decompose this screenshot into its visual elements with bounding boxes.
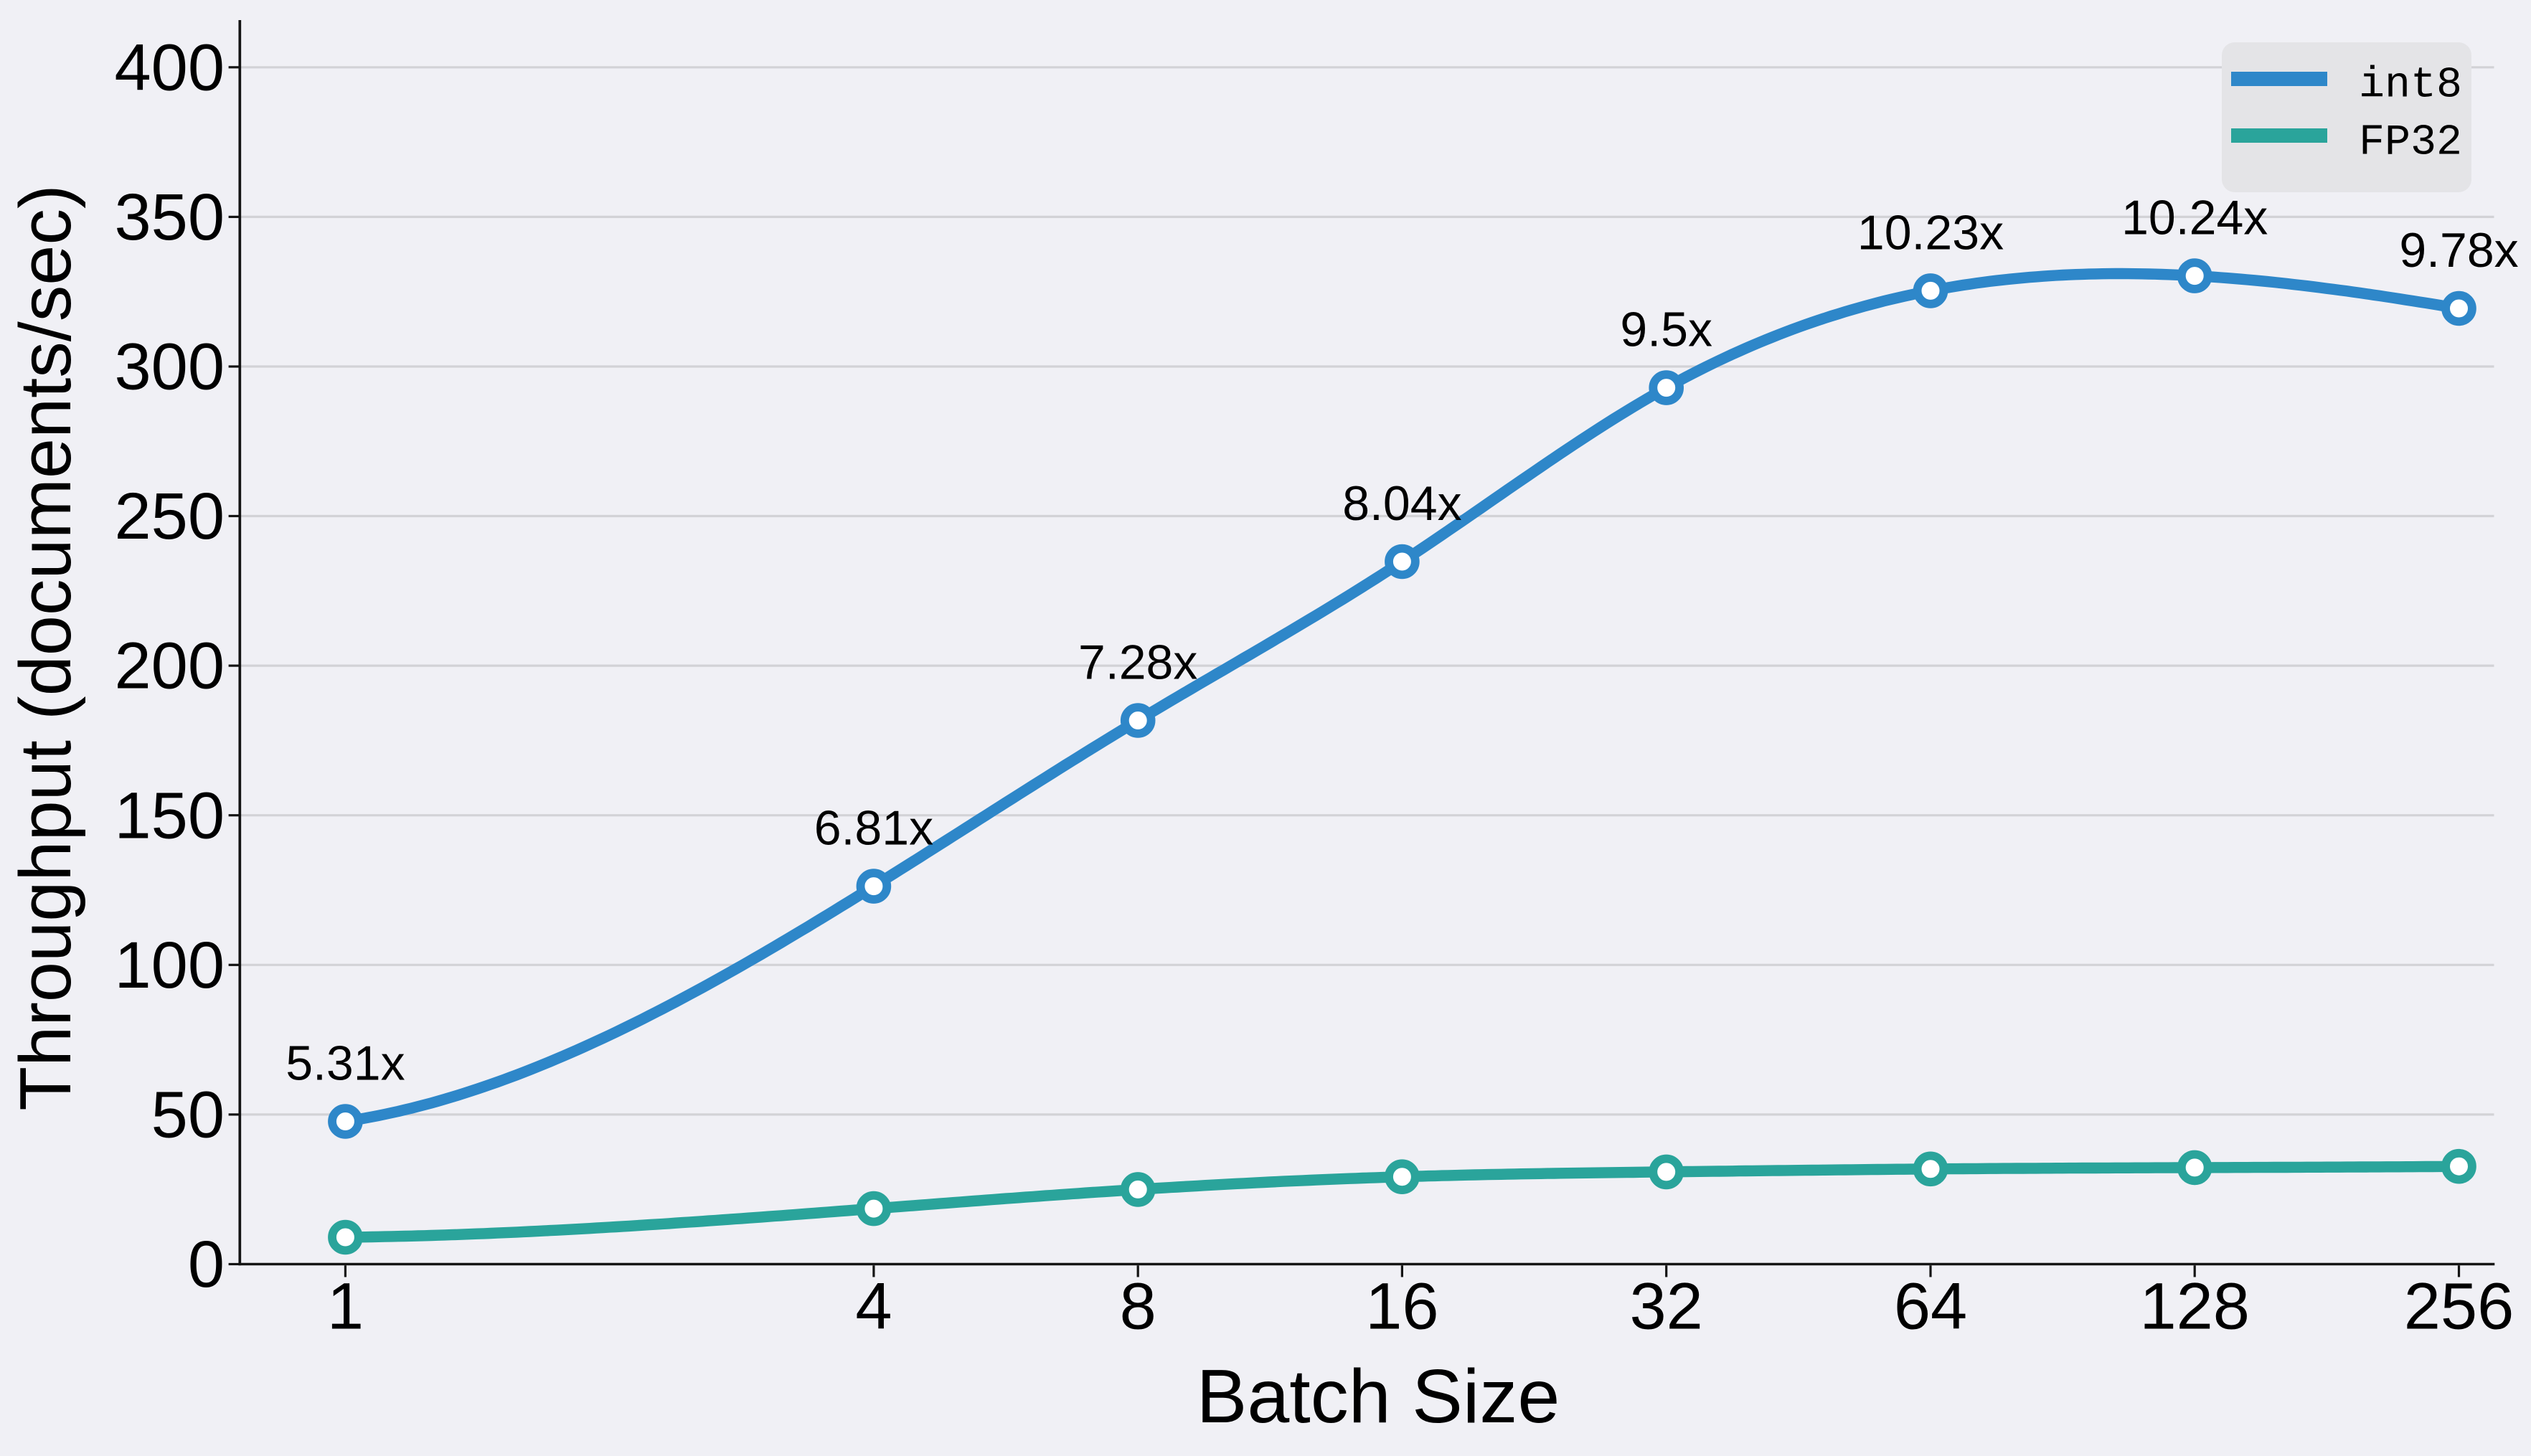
- svg-text:16: 16: [1365, 1270, 1438, 1343]
- svg-text:300: 300: [115, 331, 225, 404]
- svg-text:FP32: FP32: [2359, 119, 2462, 168]
- svg-text:9.78x: 9.78x: [2399, 223, 2518, 278]
- svg-text:7.28x: 7.28x: [1078, 635, 1197, 690]
- svg-text:128: 128: [2139, 1270, 2250, 1343]
- svg-text:350: 350: [115, 181, 225, 254]
- svg-text:100: 100: [115, 929, 225, 1002]
- svg-text:8: 8: [1120, 1270, 1156, 1343]
- svg-text:10.23x: 10.23x: [1857, 205, 2004, 260]
- svg-text:200: 200: [115, 630, 225, 703]
- svg-text:Batch Size: Batch Size: [1197, 1354, 1560, 1439]
- svg-text:250: 250: [115, 480, 225, 553]
- svg-text:1: 1: [327, 1270, 364, 1343]
- svg-text:Throughput (documents/sec): Throughput (documents/sec): [6, 184, 86, 1110]
- svg-text:8.04x: 8.04x: [1342, 476, 1461, 531]
- svg-text:int8: int8: [2359, 61, 2462, 110]
- svg-text:6.81x: 6.81x: [814, 801, 933, 856]
- svg-text:4: 4: [855, 1270, 892, 1343]
- svg-text:9.5x: 9.5x: [1620, 303, 1712, 357]
- svg-text:5.31x: 5.31x: [286, 1036, 405, 1091]
- svg-text:32: 32: [1630, 1270, 1703, 1343]
- svg-text:0: 0: [188, 1228, 225, 1301]
- svg-text:400: 400: [115, 31, 225, 104]
- svg-text:64: 64: [1894, 1270, 1967, 1343]
- svg-text:10.24x: 10.24x: [2121, 191, 2268, 245]
- svg-text:50: 50: [151, 1079, 225, 1152]
- svg-text:256: 256: [2404, 1270, 2514, 1343]
- svg-text:150: 150: [115, 779, 225, 852]
